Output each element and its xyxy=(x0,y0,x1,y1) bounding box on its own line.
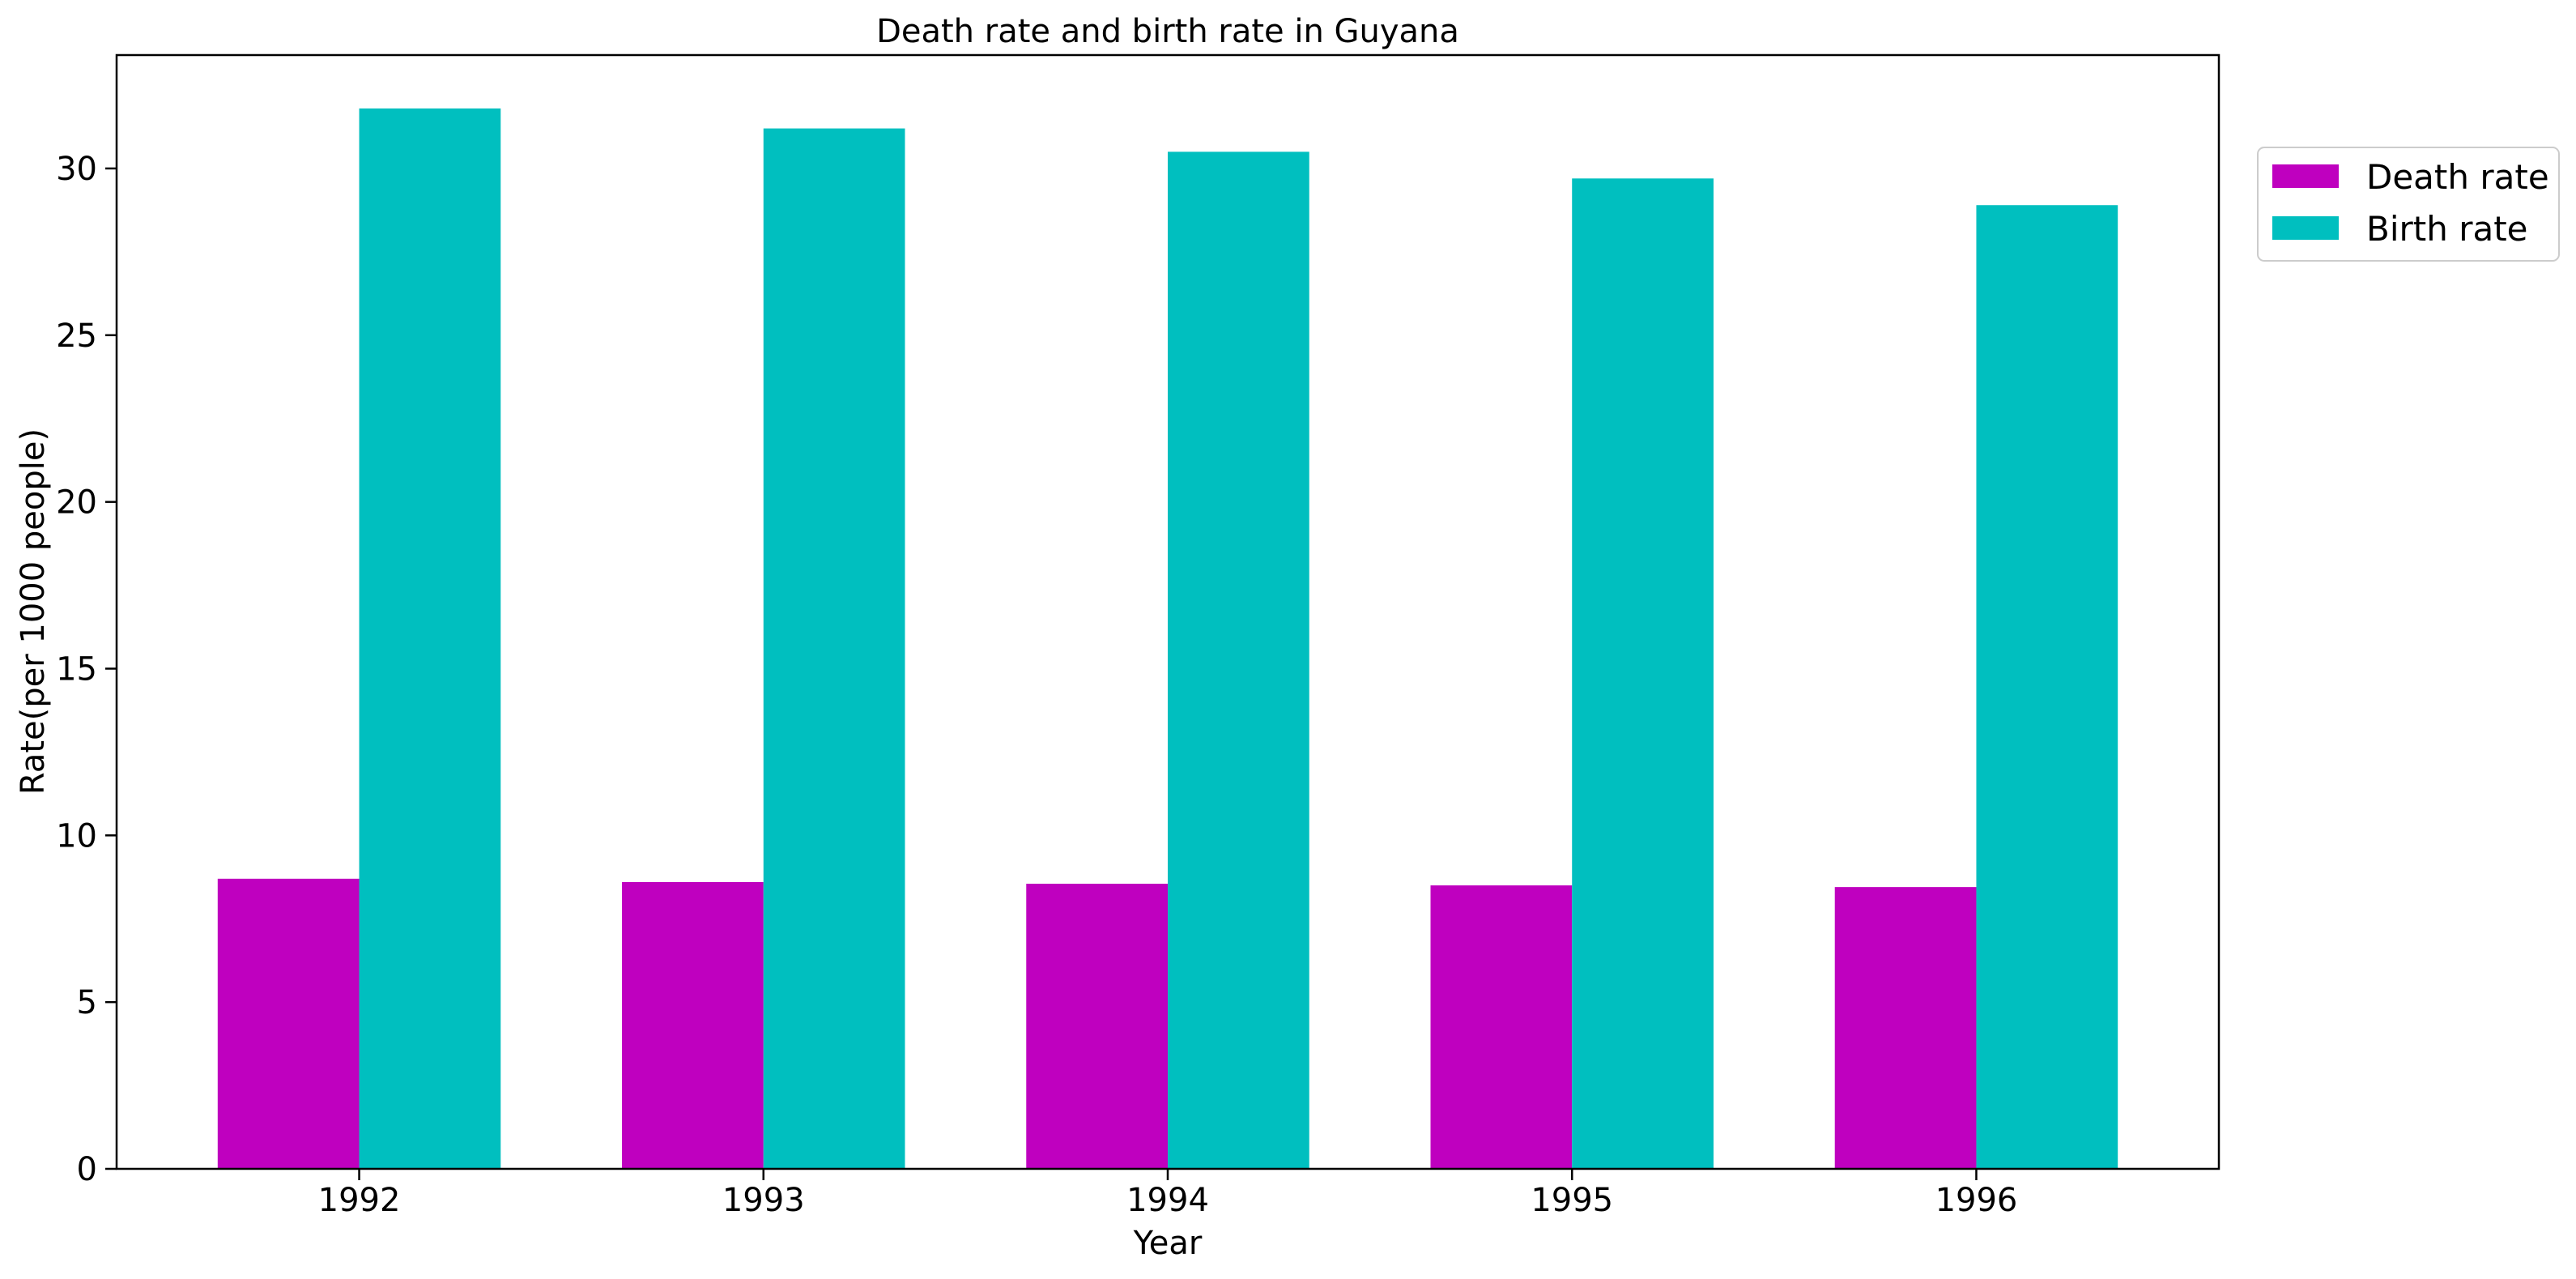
bar-death-rate-1994 xyxy=(1026,884,1168,1169)
y-axis-title: Rate(per 1000 people) xyxy=(15,428,52,795)
y-tick-label: 10 xyxy=(56,817,97,855)
x-tick-label: 1993 xyxy=(722,1182,805,1219)
x-axis-ticks: 1992 1993 1994 1995 1996 xyxy=(318,1169,2018,1219)
chart-title: Death rate and birth rate in Guyana xyxy=(876,13,1459,50)
bar-birth-rate-1993 xyxy=(763,128,905,1169)
y-tick-label: 0 xyxy=(77,1151,97,1188)
bar-birth-rate-1995 xyxy=(1572,178,1714,1169)
bars-group xyxy=(217,108,2118,1169)
x-tick-label: 1994 xyxy=(1126,1182,1209,1219)
legend-swatch-birth-rate xyxy=(2272,216,2339,240)
legend-label-birth-rate: Birth rate xyxy=(2366,209,2528,249)
y-tick-label: 20 xyxy=(56,484,97,522)
x-tick-label: 1995 xyxy=(1531,1182,1613,1219)
bar-birth-rate-1992 xyxy=(359,108,501,1169)
bar-birth-rate-1996 xyxy=(1976,205,2118,1169)
legend-label-death-rate: Death rate xyxy=(2366,157,2549,197)
plot-area-frame xyxy=(115,53,2220,1170)
bar-death-rate-1996 xyxy=(1834,887,1977,1169)
x-tick-label: 1992 xyxy=(318,1182,401,1219)
bar-death-rate-1993 xyxy=(622,881,764,1169)
bar-death-rate-1992 xyxy=(217,878,360,1169)
y-tick-label: 25 xyxy=(56,318,97,355)
legend: Death rate Birth rate xyxy=(2257,147,2560,262)
y-axis-ticks: 0 5 10 15 20 25 30 xyxy=(56,151,117,1188)
legend-swatch-death-rate xyxy=(2272,164,2339,188)
bar-birth-rate-1994 xyxy=(1168,151,1309,1169)
x-tick-label: 1996 xyxy=(1935,1182,2018,1219)
bar-death-rate-1995 xyxy=(1430,885,1573,1169)
y-tick-label: 30 xyxy=(56,151,97,188)
y-tick-label: 15 xyxy=(56,650,97,688)
y-tick-label: 5 xyxy=(77,984,97,1021)
x-axis-title: Year xyxy=(1133,1225,1203,1262)
